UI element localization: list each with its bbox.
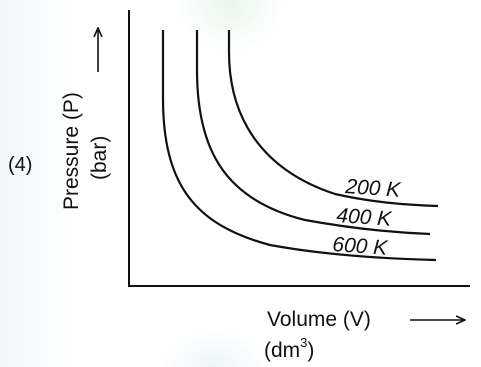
x-axis-label-text: Volume (V) — [267, 308, 371, 331]
y-axis-label: Pressure (P) — [60, 92, 83, 210]
isotherm-label-600k: 600 K — [332, 233, 389, 260]
isotherm-curve-600k — [161, 30, 437, 262]
isotherm-label-400k: 400 K — [336, 204, 393, 231]
isotherm-curve-200k — [227, 30, 439, 208]
option-number: (4) — [8, 154, 33, 176]
x-axis-unit-suffix: ) — [307, 339, 315, 362]
x-axis-unit-prefix: (dm — [264, 339, 301, 362]
x-axis-label: Volume (V) — [267, 309, 371, 330]
curves-group — [161, 30, 439, 262]
isotherm-curve-400k — [195, 30, 431, 236]
isotherm-label-200k: 200 K — [344, 175, 402, 202]
y-axis-unit: (bar) — [88, 135, 111, 180]
x-axis-unit-power: 3 — [300, 335, 308, 350]
x-axis-unit: (dm3) — [264, 335, 315, 362]
